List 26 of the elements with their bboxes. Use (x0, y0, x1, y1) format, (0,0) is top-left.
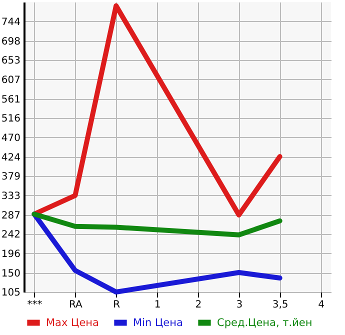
x-tick-label: *** (27, 300, 42, 310)
y-tick-label: 516 (1, 114, 20, 124)
y-tick-label: 333 (1, 190, 20, 202)
y-tick-label: 607 (1, 74, 20, 86)
y-tick-label: 698 (1, 36, 20, 48)
x-tick-label: 4 (318, 300, 324, 310)
legend-label: Сред.Цена, т.йен (217, 316, 312, 329)
y-tick-label: 105 (1, 288, 20, 298)
y-tick-label: 150 (1, 268, 20, 280)
y-tick-label: 470 (1, 132, 20, 144)
y-tick-label: 379 (1, 172, 20, 182)
y-tick-label: 242 (1, 230, 20, 240)
y-tick-label: 196 (1, 248, 20, 260)
y-tick-label: 653 (1, 56, 20, 66)
x-tick-label: R (113, 300, 120, 310)
x-tick-label: RA (68, 300, 83, 310)
x-tick-label: 3,5 (272, 300, 288, 310)
y-tick-label: 424 (1, 152, 20, 164)
y-tick-label: 744 (1, 16, 20, 28)
y-tick-label: 287 (1, 210, 20, 222)
y-tick-label: 561 (1, 94, 20, 106)
legend-label: Min Цена (133, 316, 183, 329)
x-tick-label: 1 (154, 300, 161, 310)
x-tick-label: 3 (236, 300, 243, 310)
x-tick-label: 2 (195, 300, 202, 310)
legend-label: Max Цена (46, 316, 99, 329)
